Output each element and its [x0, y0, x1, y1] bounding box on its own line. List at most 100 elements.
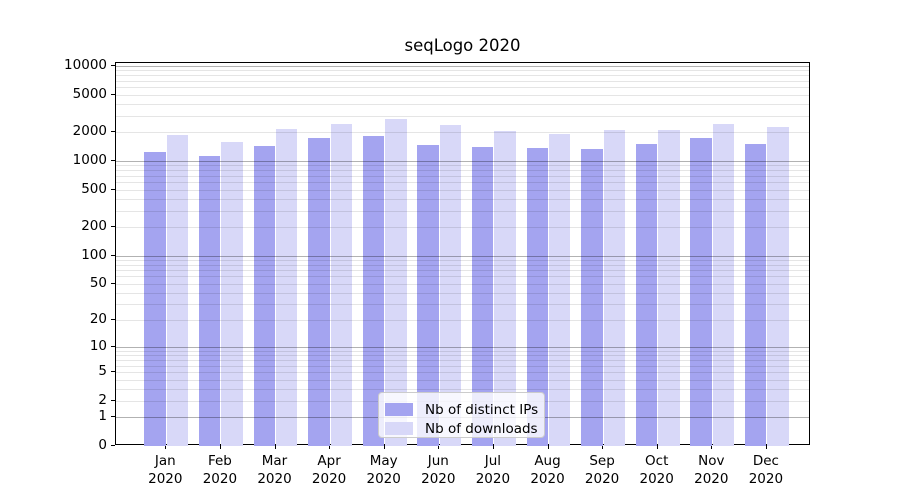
bar-downloads-mar	[276, 129, 298, 446]
minor-gridline	[116, 270, 809, 272]
minor-gridline	[116, 87, 809, 89]
bar-distinct-ips-aug	[526, 148, 548, 446]
x-tick-mark	[274, 445, 276, 449]
x-tick-label-dec: Dec 2020	[748, 453, 784, 487]
bar-distinct-ips-sep	[581, 149, 603, 446]
x-tick-mark	[438, 445, 440, 449]
bar-distinct-ips-jun	[417, 144, 439, 446]
y-tick-label-5: 5	[98, 363, 107, 380]
minor-gridline	[116, 365, 809, 367]
minor-gridline	[116, 320, 809, 322]
minor-gridline	[116, 70, 809, 72]
y-tick-label-10000: 10000	[64, 57, 107, 73]
x-tick-mark	[492, 445, 494, 449]
x-tick-mark	[165, 445, 167, 449]
y-tick-label-50: 50	[89, 274, 107, 291]
x-tick-label-nov: Nov 2020	[694, 453, 729, 487]
minor-gridline	[116, 170, 809, 172]
x-tick-mark	[219, 445, 221, 449]
x-tick-label-mar: Mar 2020	[257, 453, 292, 487]
x-tick-label-apr: Apr 2020	[311, 453, 347, 487]
minor-gridline	[116, 115, 809, 117]
minor-gridline	[116, 175, 809, 177]
minor-gridline	[116, 304, 809, 306]
y-tick-label-200: 200	[81, 218, 107, 235]
bar-distinct-ips-apr	[308, 138, 330, 446]
minor-gridline	[116, 189, 809, 191]
bar-distinct-ips-dec	[745, 143, 767, 446]
y-tick-label-0: 0	[98, 437, 107, 453]
y-tick-label-1: 1	[98, 408, 107, 425]
y-tick-label-10: 10	[89, 338, 107, 355]
legend: Nb of distinct IPs Nb of downloads	[378, 392, 545, 438]
y-tick-mark	[111, 160, 115, 161]
minor-gridline	[116, 283, 809, 285]
x-tick-mark	[383, 445, 385, 449]
x-tick-mark	[547, 445, 549, 449]
bar-distinct-ips-nov	[690, 137, 712, 446]
minor-gridline	[116, 276, 809, 278]
legend-swatch-downloads	[385, 422, 413, 435]
plot-area	[115, 62, 810, 446]
y-tick-mark	[111, 188, 115, 190]
x-tick-label-may: May 2020	[366, 453, 401, 487]
x-tick-label-aug: Aug 2020	[530, 453, 565, 487]
legend-label-distinct-ips: Nb of distinct IPs	[425, 401, 539, 418]
y-tick-mark	[111, 93, 115, 95]
major-gridline	[116, 255, 809, 257]
bar-downloads-apr	[330, 124, 352, 446]
y-tick-label-100: 100	[81, 246, 107, 263]
y-tick-mark	[111, 254, 115, 256]
bar-downloads-dec	[767, 127, 789, 446]
major-gridline	[116, 347, 809, 349]
bar-downloads-aug	[549, 133, 571, 446]
minor-gridline	[116, 372, 809, 374]
y-tick-label-2: 2	[98, 391, 107, 408]
y-tick-mark	[111, 282, 115, 284]
chart-title: seqLogo 2020	[404, 36, 521, 55]
major-gridline	[116, 66, 809, 67]
minor-gridline	[116, 355, 809, 357]
legend-swatch-distinct-ips	[385, 403, 413, 416]
x-tick-label-jun: Jun 2020	[421, 453, 456, 487]
bar-downloads-jun	[439, 125, 462, 446]
minor-gridline	[116, 379, 809, 381]
minor-gridline	[116, 388, 809, 390]
y-tick-mark	[111, 319, 115, 321]
minor-gridline	[116, 360, 809, 362]
x-tick-mark	[765, 445, 767, 449]
minor-gridline	[116, 227, 809, 229]
x-tick-mark	[656, 445, 658, 449]
y-tick-mark	[111, 131, 115, 133]
minor-gridline	[116, 103, 809, 105]
bar-distinct-ips-jul	[472, 146, 494, 446]
y-tick-mark	[111, 416, 115, 418]
x-tick-label-jan: Jan 2020	[148, 453, 183, 487]
y-tick-label-20: 20	[89, 311, 107, 328]
minor-gridline	[116, 259, 809, 261]
minor-gridline	[116, 94, 809, 96]
legend-item-distinct-ips: Nb of distinct IPs	[385, 400, 544, 419]
x-tick-mark	[329, 445, 331, 449]
legend-label-downloads: Nb of downloads	[425, 420, 538, 437]
legend-item-downloads: Nb of downloads	[385, 419, 544, 438]
x-tick-mark	[602, 445, 604, 449]
y-tick-mark	[111, 371, 115, 373]
bar-distinct-ips-may	[362, 136, 385, 446]
y-tick-label-2000: 2000	[72, 123, 107, 140]
bar-distinct-ips-feb	[199, 155, 221, 446]
bar-downloads-feb	[221, 141, 243, 446]
bar-distinct-ips-oct	[635, 144, 658, 446]
bar-downloads-oct	[658, 130, 680, 446]
minor-gridline	[116, 351, 809, 352]
y-tick-mark	[111, 65, 115, 66]
x-tick-label-jul: Jul 2020	[475, 453, 511, 487]
minor-gridline	[116, 292, 809, 294]
bar-downloads-nov	[712, 123, 735, 446]
minor-gridline	[116, 80, 809, 82]
y-tick-mark	[111, 445, 115, 446]
bars-layer	[116, 63, 809, 446]
y-tick-label-5000: 5000	[72, 85, 107, 102]
bar-distinct-ips-jan	[144, 151, 166, 446]
